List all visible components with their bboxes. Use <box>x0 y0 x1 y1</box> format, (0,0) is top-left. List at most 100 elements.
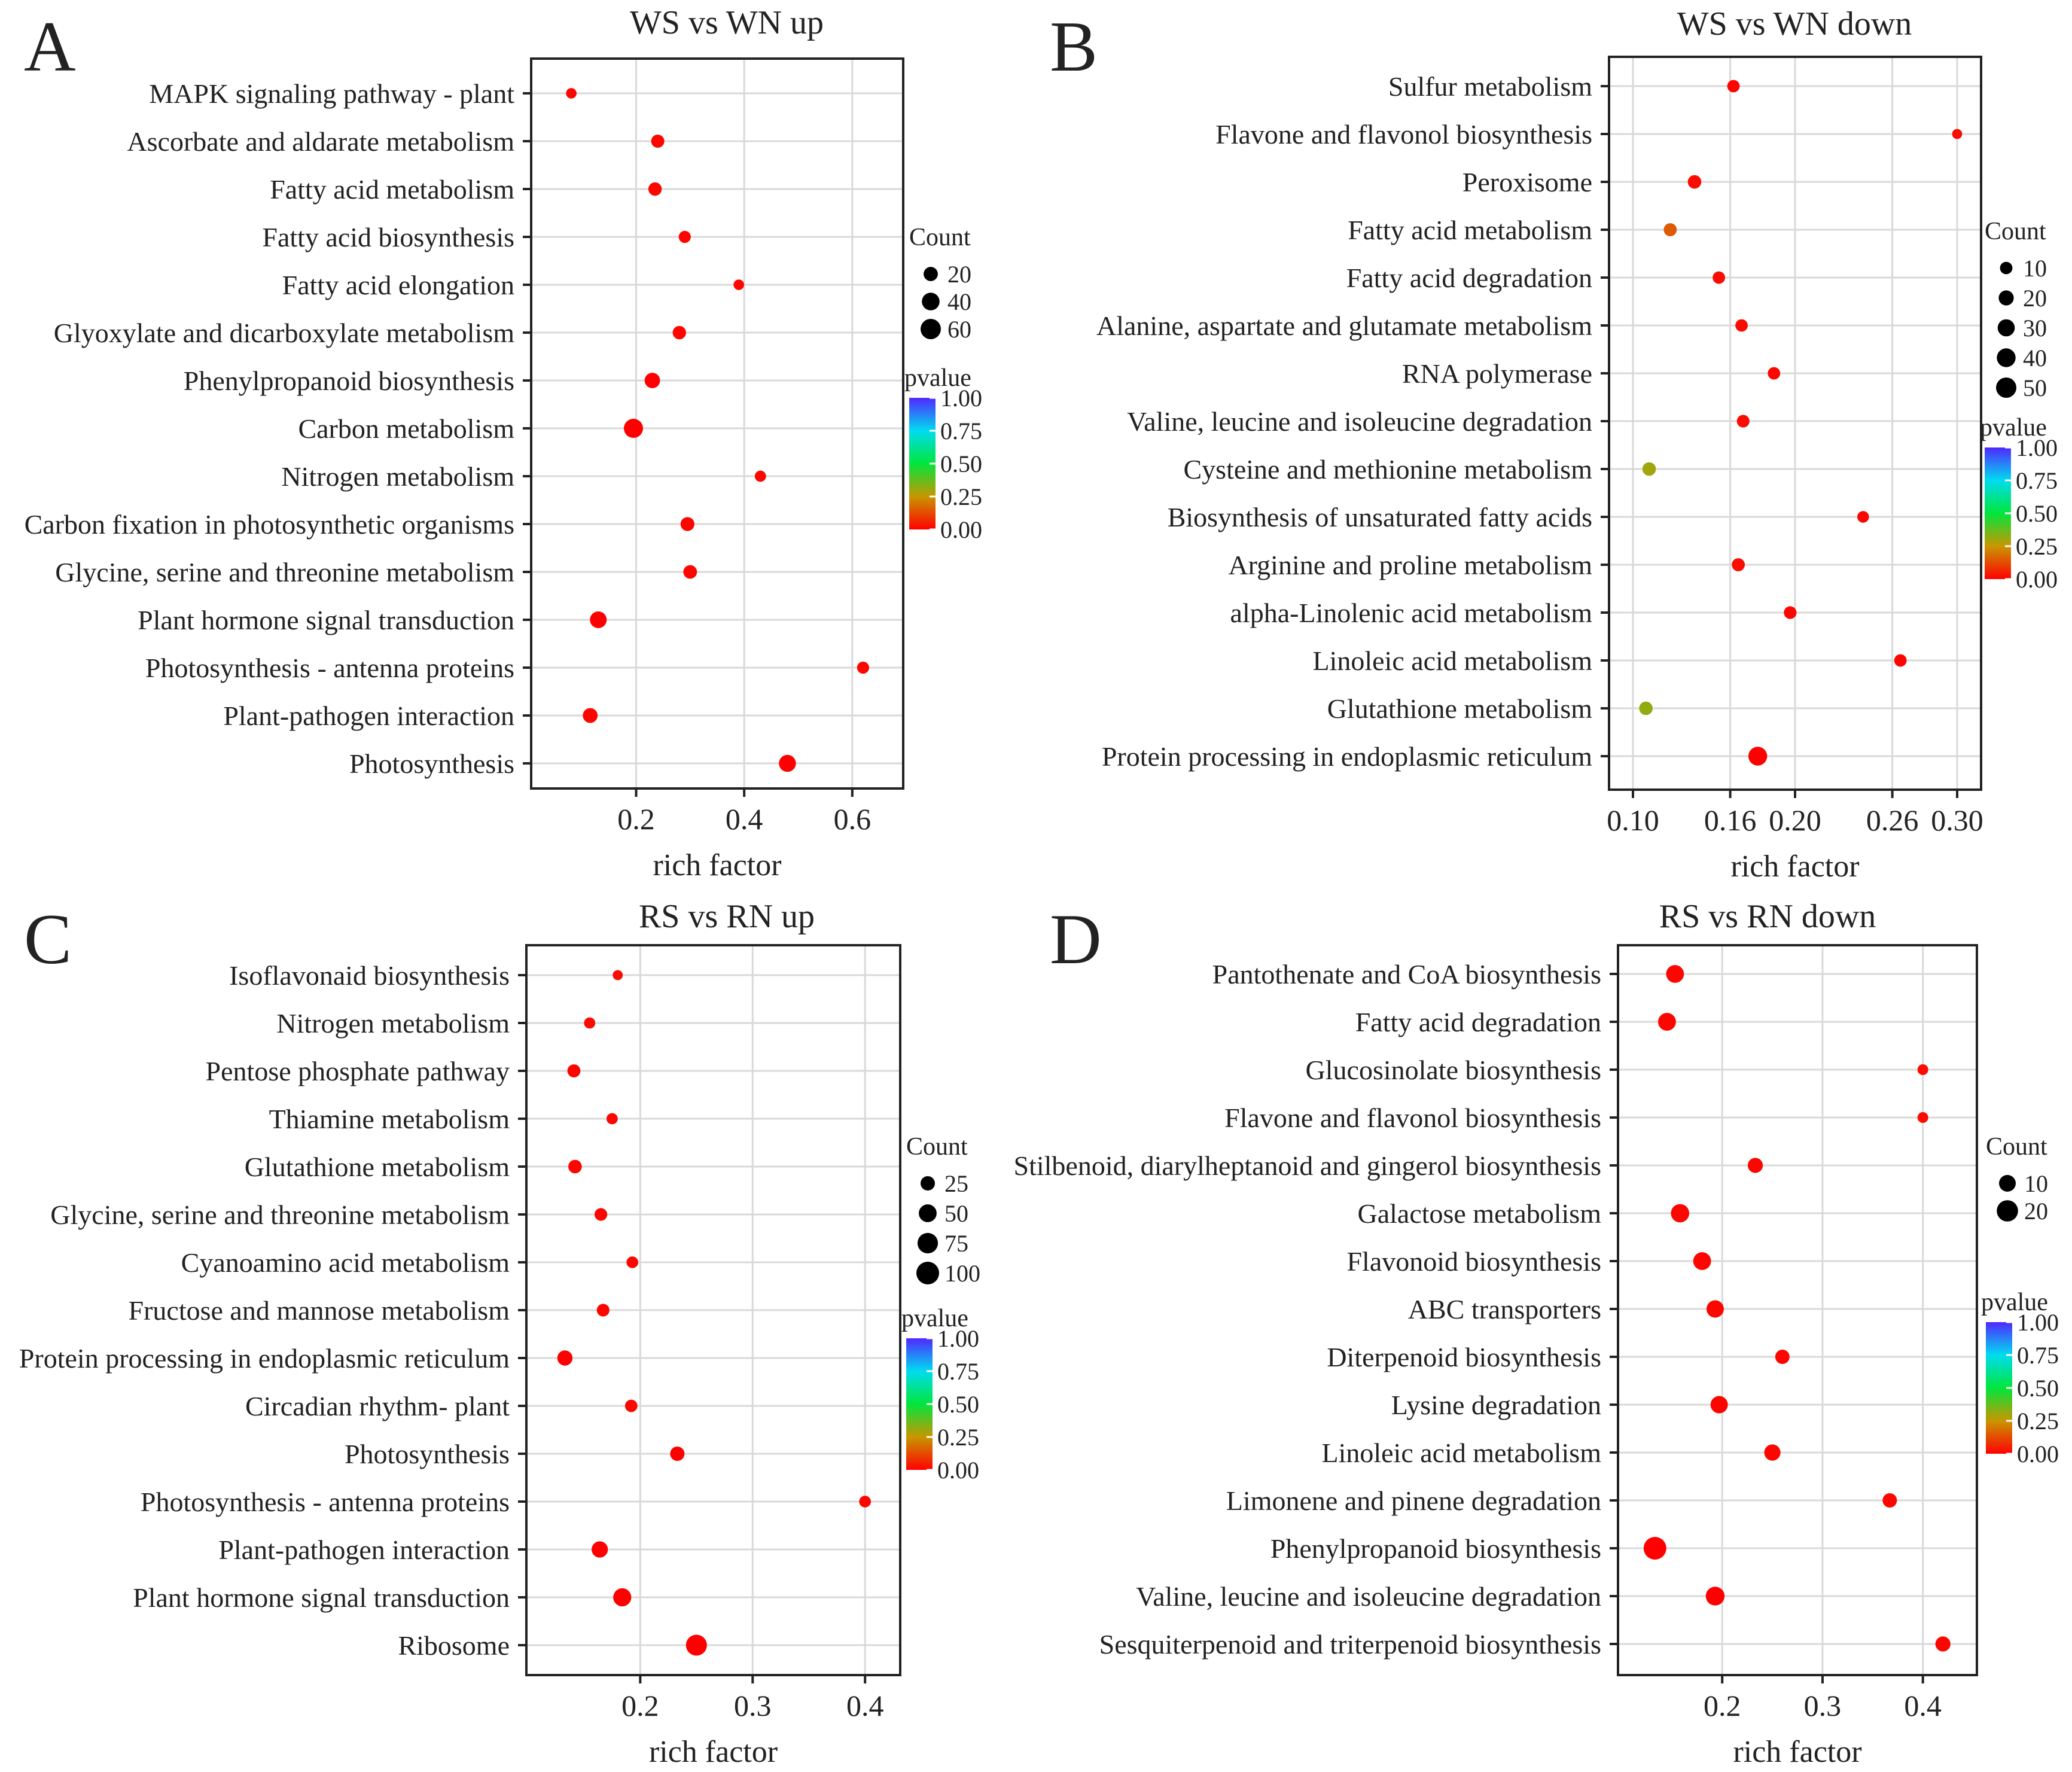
term-label: Fatty acid degradation <box>1355 1007 1601 1037</box>
color-legend-label: 0.75 <box>940 418 982 444</box>
size-legend-dot <box>1996 377 2016 398</box>
data-point <box>685 1634 707 1656</box>
term-label: Plant-pathogen interaction <box>223 701 514 731</box>
data-point <box>594 1208 608 1221</box>
term-label: Photosynthesis <box>345 1439 510 1469</box>
color-legend-label: 0.25 <box>2016 533 2058 560</box>
data-point <box>1736 415 1750 428</box>
term-label: Carbon metabolism <box>298 413 514 444</box>
data-point <box>672 325 686 340</box>
panel-title: RS vs RN up <box>639 898 815 935</box>
term-label: Ribosome <box>398 1630 510 1661</box>
data-point <box>1666 965 1684 983</box>
plot-frame <box>1608 56 1982 791</box>
term-label: Sulfur metabolism <box>1388 71 1592 102</box>
term-label: Pentose phosphate pathway <box>206 1056 510 1086</box>
panel-b: B WS vs WN down 0.10 0.16 0.20 0.26 0.30 Sulfur… <box>1050 5 2058 884</box>
color-legend-title: pvalue <box>904 364 971 392</box>
term-label: Circadian rhythm- plant <box>245 1391 510 1421</box>
x-axis-title: rich factor <box>1730 850 1859 884</box>
data-point <box>1663 223 1677 236</box>
size-legend-dot <box>921 319 941 339</box>
data-point <box>1952 129 1963 139</box>
data-point <box>678 230 691 243</box>
data-point <box>584 1017 596 1029</box>
term-label: Galactose metabolism <box>1358 1198 1602 1229</box>
panel-c: C RS vs RN up 0.2 0.3 0.4 Isoflavonaid biosyn… <box>19 898 980 1769</box>
size-legend-label: 100 <box>944 1260 980 1287</box>
data-point <box>624 1399 638 1412</box>
term-label: Glutathione metabolism <box>1327 693 1593 724</box>
term-label: Linoleic acid metabolism <box>1321 1438 1601 1468</box>
data-point <box>1917 1112 1928 1123</box>
term-label: Diterpenoid biosynthesis <box>1327 1342 1601 1372</box>
size-legend-dot <box>1998 290 2014 306</box>
color-legend-label: 0.75 <box>2017 1342 2059 1369</box>
term-label: Cyanoamino acid metabolism <box>181 1247 510 1278</box>
size-legend-dot <box>922 293 940 310</box>
panel-letter: C <box>24 899 72 979</box>
color-legend-label: 0.50 <box>940 450 982 477</box>
term-label: Glucosinolate biosynthesis <box>1306 1055 1601 1085</box>
term-label: Peroxisome <box>1462 167 1592 197</box>
term-label: Limonene and pinene degradation <box>1226 1485 1601 1516</box>
data-point <box>1768 367 1781 380</box>
panel-letter: B <box>1050 7 1098 86</box>
color-legend-label: 1.00 <box>940 385 982 412</box>
term-label: Glutathione metabolism <box>245 1152 510 1182</box>
data-point <box>1705 1587 1725 1606</box>
term-label: Photosynthesis <box>349 748 514 779</box>
data-point <box>1639 701 1653 716</box>
term-label: Flavonoid biosynthesis <box>1346 1246 1601 1277</box>
data-point <box>651 135 665 148</box>
x-tick-label: 0.3 <box>734 1689 772 1722</box>
data-point <box>1713 271 1726 284</box>
size-legend-dot <box>924 267 938 281</box>
size-legend-dot <box>921 1176 935 1191</box>
color-legend-label: 0.50 <box>2016 500 2058 527</box>
term-label: alpha-Linolenic acid metabolism <box>1230 598 1593 628</box>
data-point <box>1775 1350 1790 1364</box>
plot-frame <box>530 57 904 790</box>
term-label: Ascorbate and aldarate metabolism <box>127 126 514 157</box>
data-point <box>626 1256 638 1268</box>
size-legend-label: 10 <box>2024 1170 2048 1197</box>
color-legend-label: 1.00 <box>2016 434 2058 461</box>
data-point <box>1764 1444 1781 1461</box>
size-legend-label: 50 <box>2023 375 2047 401</box>
term-label: Fatty acid degradation <box>1346 263 1592 293</box>
color-legend-label: 0.00 <box>940 516 982 543</box>
x-axis-title: rich factor <box>653 848 781 882</box>
term-label: RNA polymerase <box>1402 358 1592 389</box>
color-legend-label: 0.50 <box>2017 1375 2059 1402</box>
term-label: Phenylpropanoid biosynthesis <box>1270 1533 1601 1564</box>
size-legend-label: 30 <box>2023 315 2047 342</box>
size-legend-label: 60 <box>947 316 971 343</box>
term-label: Fatty acid metabolism <box>1348 215 1592 245</box>
data-point <box>583 708 598 723</box>
data-point <box>596 1304 610 1317</box>
x-tick-label: 0.2 <box>1704 1689 1741 1722</box>
x-tick-label: 0.30 <box>1931 803 1983 837</box>
x-tick-label: 0.2 <box>621 1689 659 1722</box>
data-point <box>567 1064 581 1077</box>
color-legend-title: pvalue <box>1981 1289 2048 1316</box>
panel-letter: A <box>24 7 76 86</box>
data-point <box>590 611 607 628</box>
term-label: ABC transporters <box>1408 1294 1601 1325</box>
data-point <box>1747 1158 1763 1173</box>
panel-a: A WS vs WN up 0.2 0.4 0.6 MAPK signaling path… <box>24 4 982 882</box>
color-legend-title: pvalue <box>901 1305 968 1332</box>
term-label: Linoleic acid metabolism <box>1312 646 1592 676</box>
data-point <box>1784 606 1797 619</box>
panel-title: WS vs WN down <box>1677 5 1912 42</box>
color-legend-title: pvalue <box>1980 414 2047 442</box>
data-point <box>859 1496 872 1508</box>
x-tick-label: 0.10 <box>1607 803 1659 837</box>
color-legend-label: 0.00 <box>2016 566 2058 593</box>
data-point <box>1882 1493 1897 1508</box>
term-label: Protein processing in endoplasmic reticu… <box>19 1343 510 1374</box>
term-label: Glycine, serine and threonine metabolism <box>50 1199 510 1230</box>
data-point <box>1642 462 1656 476</box>
x-tick-label: 0.16 <box>1704 803 1757 837</box>
